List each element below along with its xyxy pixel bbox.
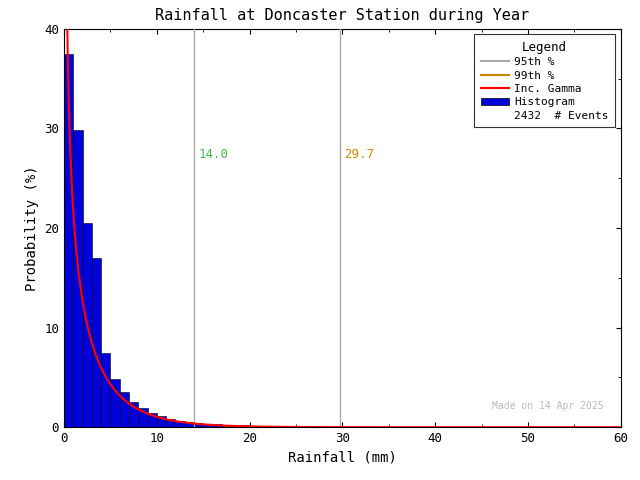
Bar (268, 426, 277, 427)
X-axis label: Rainfall (mm): Rainfall (mm) (288, 451, 397, 465)
Bar (64, 54, 73, 427)
Bar (129, 402, 138, 427)
Bar (204, 424, 212, 427)
Bar (278, 426, 287, 427)
Bar (157, 416, 166, 427)
Bar (166, 419, 175, 427)
Bar (184, 422, 194, 427)
Bar (175, 421, 184, 427)
Bar (222, 425, 231, 427)
Bar (212, 424, 222, 427)
Bar (287, 426, 296, 427)
Bar (147, 413, 157, 427)
Bar (101, 352, 111, 427)
Bar (83, 223, 92, 427)
Bar (120, 392, 129, 427)
Bar (241, 425, 250, 427)
Bar (231, 425, 241, 427)
Text: 14.0: 14.0 (198, 148, 228, 161)
Legend: 95th %, 99th %, Inc. Gamma, Histogram, 2432  # Events: 95th %, 99th %, Inc. Gamma, Histogram, 2… (474, 35, 615, 127)
Bar (138, 408, 148, 427)
Bar (73, 131, 83, 427)
Bar (250, 425, 259, 427)
Bar (305, 426, 314, 427)
Bar (111, 379, 120, 427)
Text: Made on 14 Apr 2025: Made on 14 Apr 2025 (492, 401, 604, 411)
Bar (194, 423, 204, 427)
Bar (92, 258, 101, 427)
Y-axis label: Probability (%): Probability (%) (24, 165, 38, 291)
Title: Rainfall at Doncaster Station during Year: Rainfall at Doncaster Station during Yea… (156, 9, 529, 24)
Bar (296, 426, 305, 427)
Text: 29.7: 29.7 (344, 148, 374, 161)
Bar (259, 426, 268, 427)
